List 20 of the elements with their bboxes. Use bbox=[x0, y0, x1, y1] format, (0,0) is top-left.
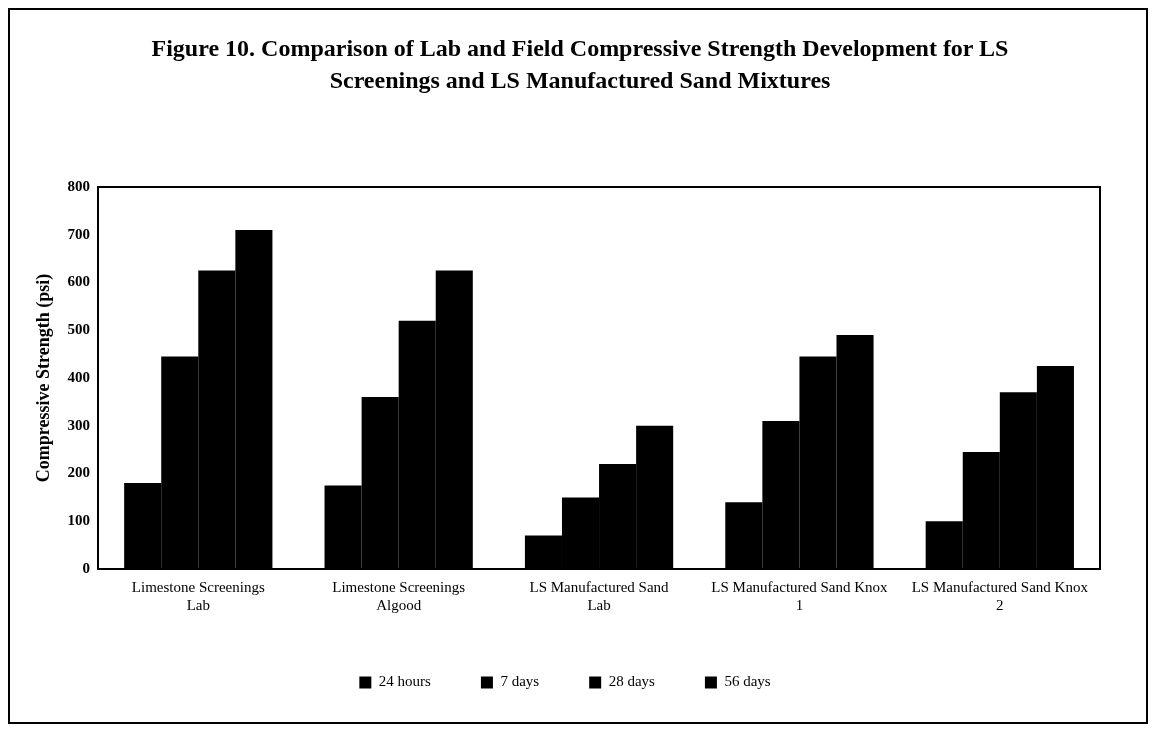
y-tick-label: 800 bbox=[67, 177, 91, 194]
y-tick-label: 700 bbox=[67, 225, 91, 242]
x-tick-label: LS Manufactured Sand Knox 1 bbox=[711, 578, 889, 613]
y-axis-title: Compressive Strength (psi) bbox=[33, 273, 55, 483]
legend-label: 24 hours bbox=[378, 673, 432, 690]
y-tick-label: 400 bbox=[67, 368, 91, 385]
y-tick-label: 100 bbox=[67, 512, 91, 529]
legend-label: 7 days bbox=[500, 673, 540, 690]
x-tick-label: LS Manufactured Sand Lab bbox=[529, 578, 670, 613]
x-tick-label: Limestone Screenings Algood bbox=[332, 578, 466, 613]
y-tick-label: 200 bbox=[67, 464, 91, 481]
y-tick-label: 600 bbox=[67, 273, 91, 290]
x-tick-label: Limestone Screenings Lab bbox=[131, 578, 265, 613]
y-tick-label: 500 bbox=[67, 321, 91, 338]
chart-title: Figure 10. Comparison of Lab and Field Compressive Strength Development for LS Screenings and LS Manufactured Sand Mixtures bbox=[150, 34, 1010, 95]
y-tick-label: 0 bbox=[82, 559, 91, 576]
legend-label: 28 days bbox=[608, 673, 656, 690]
x-tick-label: LS Manufactured Sand Knox 2 bbox=[911, 578, 1089, 613]
y-tick-label: 300 bbox=[67, 416, 91, 433]
legend-label: 56 days bbox=[724, 673, 771, 690]
